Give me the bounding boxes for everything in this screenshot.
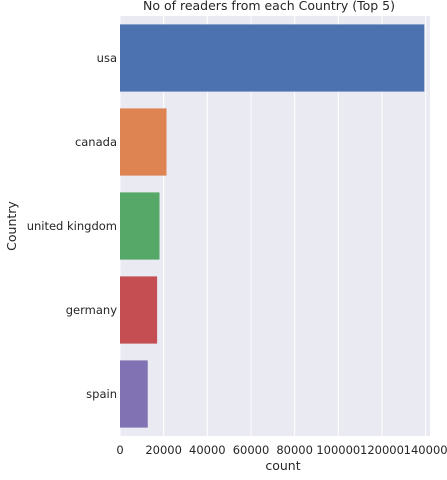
bar-spain — [120, 360, 148, 428]
x-tick-label: 100000 — [316, 443, 360, 457]
y-tick-label: united kingdom — [27, 219, 117, 233]
bars — [120, 24, 425, 428]
x-tick-labels: 0 20000 40000 60000 80000 100000 120000 140000 — [116, 443, 447, 457]
x-tick-label: 40000 — [189, 443, 226, 457]
y-tick-labels: usa canada united kingdom germany spain — [27, 51, 117, 401]
y-tick-label: canada — [75, 135, 117, 149]
bar-usa — [120, 24, 425, 92]
chart-title: No of readers from each Country (Top 5) — [143, 0, 395, 13]
x-axis-label: count — [265, 458, 300, 473]
x-tick-label: 140000 — [404, 443, 447, 457]
x-tick-label: 20000 — [145, 443, 182, 457]
x-tick-label: 120000 — [360, 443, 404, 457]
y-tick-label: spain — [86, 387, 117, 401]
x-tick-label: 60000 — [233, 443, 270, 457]
y-tick-label: usa — [97, 51, 117, 65]
bar-canada — [120, 108, 167, 176]
y-axis-label: Country — [4, 201, 19, 251]
x-tick-label: 0 — [116, 443, 123, 457]
bar-germany — [120, 276, 158, 344]
y-tick-label: germany — [66, 303, 117, 317]
x-tick-label: 80000 — [276, 443, 313, 457]
bar-united-kingdom — [120, 192, 160, 260]
